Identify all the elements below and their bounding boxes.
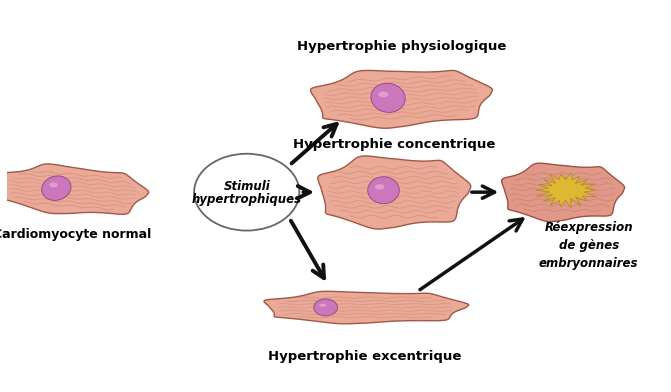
Text: Cardiomyocyte normal: Cardiomyocyte normal bbox=[0, 228, 152, 241]
Ellipse shape bbox=[49, 182, 58, 187]
Ellipse shape bbox=[319, 303, 326, 307]
Polygon shape bbox=[502, 163, 625, 222]
Ellipse shape bbox=[368, 177, 399, 204]
Text: hypertrophiques: hypertrophiques bbox=[192, 192, 302, 205]
Polygon shape bbox=[535, 172, 597, 208]
Ellipse shape bbox=[42, 176, 71, 200]
Text: Hypertrophie excentrique: Hypertrophie excentrique bbox=[268, 350, 462, 363]
Polygon shape bbox=[1, 164, 149, 214]
Text: Hypertrophie concentrique: Hypertrophie concentrique bbox=[293, 138, 496, 151]
Ellipse shape bbox=[194, 154, 299, 230]
Ellipse shape bbox=[378, 91, 389, 97]
Text: Réexpression
de gènes
embryonnaires: Réexpression de gènes embryonnaires bbox=[539, 221, 638, 270]
Polygon shape bbox=[264, 291, 469, 324]
Polygon shape bbox=[311, 71, 493, 128]
Polygon shape bbox=[318, 156, 471, 229]
Ellipse shape bbox=[375, 184, 384, 190]
Ellipse shape bbox=[314, 299, 338, 316]
Text: Hypertrophie physiologique: Hypertrophie physiologique bbox=[297, 40, 506, 53]
Ellipse shape bbox=[371, 83, 405, 113]
Text: Stimuli: Stimuli bbox=[223, 180, 270, 192]
